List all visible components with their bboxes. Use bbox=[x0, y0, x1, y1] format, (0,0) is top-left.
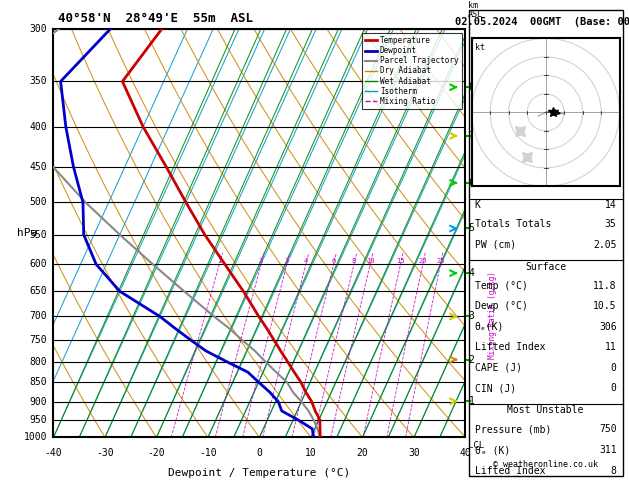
Text: 500: 500 bbox=[30, 197, 47, 208]
Text: -10: -10 bbox=[199, 448, 217, 458]
Text: km
ASL: km ASL bbox=[467, 1, 482, 19]
Text: 40°58'N  28°49'E  55m  ASL: 40°58'N 28°49'E 55m ASL bbox=[58, 12, 253, 25]
Text: 4: 4 bbox=[469, 268, 475, 278]
Text: 750: 750 bbox=[30, 335, 47, 345]
Text: 0: 0 bbox=[257, 448, 262, 458]
Text: 20: 20 bbox=[418, 258, 427, 264]
Text: 8: 8 bbox=[611, 466, 616, 475]
Text: 11.8: 11.8 bbox=[593, 281, 616, 291]
Text: 2: 2 bbox=[259, 258, 263, 264]
Text: kt: kt bbox=[476, 43, 486, 52]
Text: 25: 25 bbox=[436, 258, 445, 264]
Text: -40: -40 bbox=[45, 448, 62, 458]
Text: CAPE (J): CAPE (J) bbox=[475, 363, 522, 373]
Text: 02.05.2024  00GMT  (Base: 00): 02.05.2024 00GMT (Base: 00) bbox=[455, 17, 629, 27]
Text: Dewpoint / Temperature (°C): Dewpoint / Temperature (°C) bbox=[169, 468, 350, 478]
Text: 650: 650 bbox=[30, 286, 47, 296]
Text: 800: 800 bbox=[30, 357, 47, 367]
Text: 400: 400 bbox=[30, 122, 47, 132]
Text: Temp (°C): Temp (°C) bbox=[475, 281, 528, 291]
Text: 8: 8 bbox=[469, 82, 475, 92]
Text: 600: 600 bbox=[30, 259, 47, 269]
Text: 2.05: 2.05 bbox=[593, 240, 616, 250]
Text: © weatheronline.co.uk: © weatheronline.co.uk bbox=[493, 460, 598, 469]
Text: θₑ (K): θₑ (K) bbox=[475, 445, 510, 455]
Text: 40: 40 bbox=[460, 448, 471, 458]
Text: K: K bbox=[475, 200, 481, 210]
Text: 300: 300 bbox=[30, 24, 47, 34]
Text: 750: 750 bbox=[599, 424, 616, 434]
Text: 1000: 1000 bbox=[24, 433, 47, 442]
Text: 30: 30 bbox=[408, 448, 420, 458]
Text: 7: 7 bbox=[469, 131, 475, 141]
Text: 850: 850 bbox=[30, 377, 47, 387]
Text: -30: -30 bbox=[96, 448, 114, 458]
Text: 4: 4 bbox=[304, 258, 308, 264]
Text: 1: 1 bbox=[469, 396, 475, 406]
Text: 950: 950 bbox=[30, 415, 47, 425]
Text: Dewp (°C): Dewp (°C) bbox=[475, 301, 528, 312]
Text: 10: 10 bbox=[366, 258, 374, 264]
Text: 0: 0 bbox=[611, 383, 616, 394]
Text: 6: 6 bbox=[331, 258, 336, 264]
Text: Mixing Ratio (g/kg): Mixing Ratio (g/kg) bbox=[488, 271, 497, 359]
Text: CIN (J): CIN (J) bbox=[475, 383, 516, 394]
Text: 15: 15 bbox=[396, 258, 405, 264]
Text: 2: 2 bbox=[469, 355, 475, 364]
Text: 0: 0 bbox=[611, 363, 616, 373]
Text: 14: 14 bbox=[605, 200, 616, 210]
Text: 10.5: 10.5 bbox=[593, 301, 616, 312]
Text: 8: 8 bbox=[352, 258, 356, 264]
Text: 3: 3 bbox=[469, 312, 475, 321]
Text: LCL: LCL bbox=[467, 441, 484, 451]
Text: 306: 306 bbox=[599, 322, 616, 332]
Text: Lifted Index: Lifted Index bbox=[475, 466, 545, 475]
Text: 35: 35 bbox=[605, 219, 616, 229]
Text: Lifted Index: Lifted Index bbox=[475, 342, 545, 352]
Text: 550: 550 bbox=[30, 230, 47, 240]
Text: -20: -20 bbox=[148, 448, 165, 458]
Text: Most Unstable: Most Unstable bbox=[508, 405, 584, 416]
Text: 20: 20 bbox=[357, 448, 369, 458]
Text: PW (cm): PW (cm) bbox=[475, 240, 516, 250]
Text: 5: 5 bbox=[469, 224, 475, 233]
Text: 1: 1 bbox=[217, 258, 221, 264]
Text: 700: 700 bbox=[30, 312, 47, 321]
Text: 11: 11 bbox=[605, 342, 616, 352]
Text: Surface: Surface bbox=[525, 261, 566, 272]
Text: 6: 6 bbox=[469, 178, 475, 188]
Text: 450: 450 bbox=[30, 162, 47, 172]
Text: hPa: hPa bbox=[16, 228, 37, 238]
Text: 311: 311 bbox=[599, 445, 616, 455]
Text: 3: 3 bbox=[285, 258, 289, 264]
Text: 900: 900 bbox=[30, 397, 47, 407]
Text: 10: 10 bbox=[305, 448, 317, 458]
Text: Totals Totals: Totals Totals bbox=[475, 219, 551, 229]
Text: θₑ(K): θₑ(K) bbox=[475, 322, 504, 332]
Text: 350: 350 bbox=[30, 76, 47, 87]
Text: Pressure (mb): Pressure (mb) bbox=[475, 424, 551, 434]
Legend: Temperature, Dewpoint, Parcel Trajectory, Dry Adiabat, Wet Adiabat, Isotherm, Mi: Temperature, Dewpoint, Parcel Trajectory… bbox=[362, 33, 462, 109]
